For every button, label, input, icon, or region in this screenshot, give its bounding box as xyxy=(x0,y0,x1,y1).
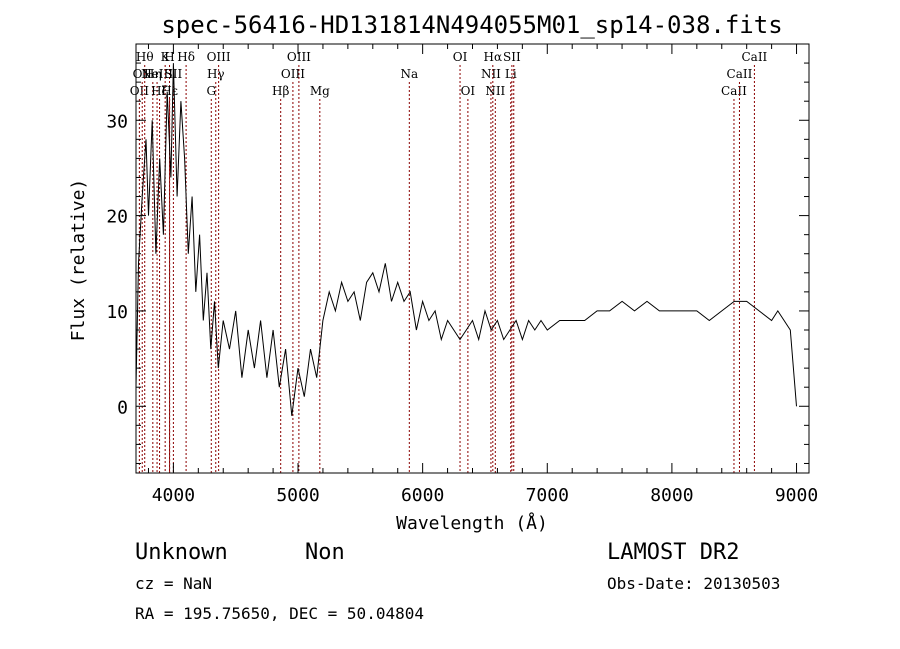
line-marker-label-23: NII xyxy=(485,84,505,98)
line-marker-label-21: NII xyxy=(481,67,501,81)
line-marker-label-17: Mg xyxy=(310,84,330,98)
line-marker-label-0: OII xyxy=(130,84,150,98)
line-marker-label-11: G xyxy=(206,84,216,98)
y-tick-label-3: 30 xyxy=(106,111,128,132)
line-marker-label-14: Hβ xyxy=(272,84,289,98)
x-tick-label-3: 7000 xyxy=(526,485,569,506)
line-marker-label-29: CaII xyxy=(741,50,767,64)
line-marker-label-24: Li xyxy=(505,67,517,81)
x-tick-label-1: 5000 xyxy=(276,485,319,506)
line-marker-label-8: Hε xyxy=(161,84,178,98)
line-marker-label-3: Hη xyxy=(144,67,162,81)
survey-name: LAMOST DR2 xyxy=(607,540,739,565)
line-marker-label-7: H xyxy=(164,50,174,64)
line-marker-label-13: OIII xyxy=(207,50,231,64)
spectrum-line xyxy=(135,63,797,416)
line-marker-label-2: Hθ xyxy=(136,50,154,64)
spectrum-plot xyxy=(135,63,797,416)
y-tick-label-1: 10 xyxy=(106,302,128,323)
x-tick-label-5: 9000 xyxy=(775,485,818,506)
line-marker-label-16: OIII xyxy=(287,50,311,64)
y-tick-label-2: 20 xyxy=(106,207,128,228)
x-tick-label-2: 6000 xyxy=(401,485,444,506)
line-marker-label-19: OI xyxy=(453,50,468,64)
x-tick-label-0: 4000 xyxy=(152,485,195,506)
y-axis-label: Flux (relative) xyxy=(68,179,89,342)
line-marker-label-28: CaII xyxy=(727,67,753,81)
line-marker-label-18: Na xyxy=(400,67,418,81)
spectral-line-markers: OIIOIIHθHηNeIIIHζKHHεSIIHδGHγOIIIHβOIIIO… xyxy=(130,50,768,473)
object-subclass: Non xyxy=(305,540,345,565)
line-marker-label-1: OII xyxy=(133,67,153,81)
line-marker-label-20: OI xyxy=(461,84,476,98)
line-marker-label-6: K xyxy=(161,50,171,64)
chart-title: spec-56416-HD131814N494055M01_sp14-038.f… xyxy=(161,11,782,39)
coordinates: RA = 195.75650, DEC = 50.04804 xyxy=(135,604,424,623)
x-tick-label-4: 8000 xyxy=(650,485,693,506)
plot-frame xyxy=(135,43,810,474)
line-marker-label-22: Hα xyxy=(484,50,503,64)
x-axis-label: Wavelength (Å) xyxy=(396,512,548,534)
redshift-value: cz = NaN xyxy=(135,574,212,593)
axes: 4000 5000 6000 7000 8000 9000 0 10 20 30 xyxy=(106,43,818,506)
line-marker-label-10: Hδ xyxy=(177,50,195,64)
line-marker-label-5: Hζ xyxy=(151,84,168,98)
line-marker-label-15: OIII xyxy=(281,67,305,81)
y-tick-label-0: 0 xyxy=(117,397,128,418)
object-class: Unknown xyxy=(135,540,228,565)
line-marker-label-27: CaII xyxy=(721,84,747,98)
line-marker-label-25: SII xyxy=(503,50,521,64)
observation-date: Obs-Date: 20130503 xyxy=(607,574,780,593)
line-marker-label-12: Hγ xyxy=(207,67,225,81)
